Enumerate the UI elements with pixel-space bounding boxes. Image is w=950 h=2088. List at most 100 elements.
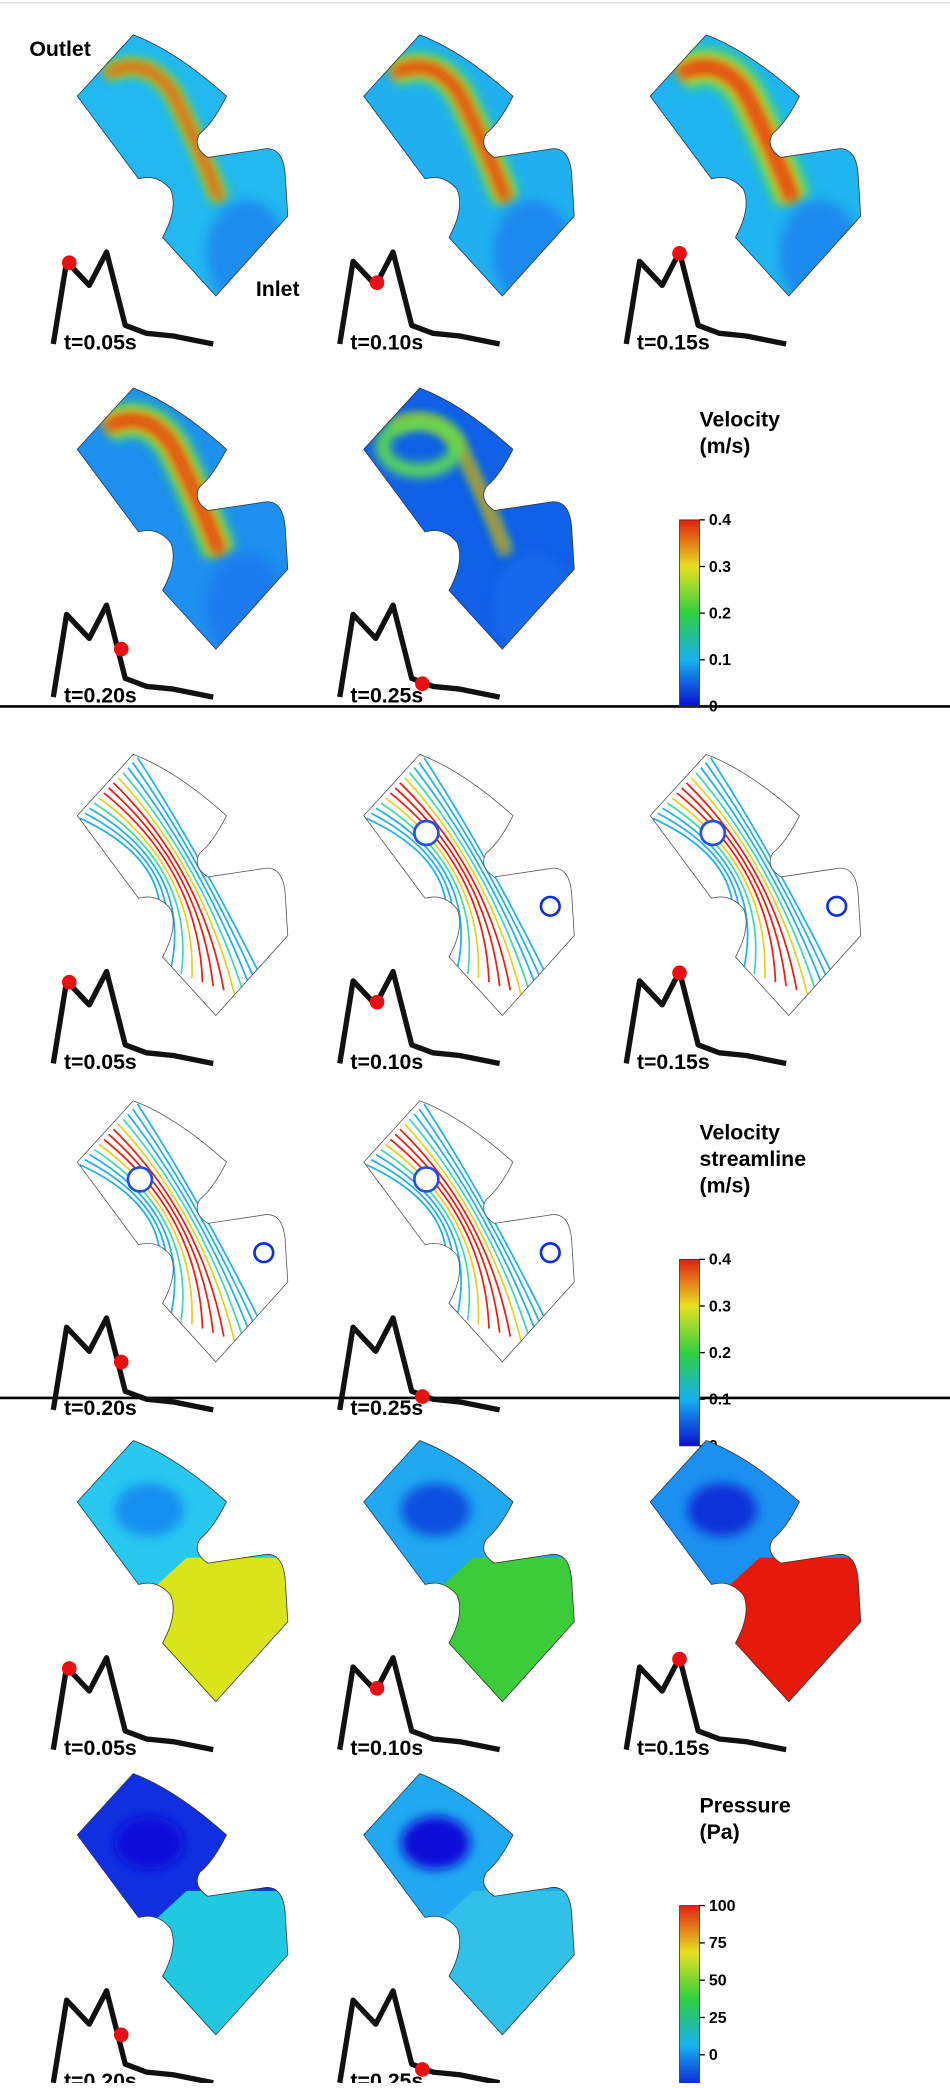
time-label: t=0.10s <box>350 1736 423 1760</box>
flow-outline <box>649 34 862 297</box>
frame: t=0.10s <box>337 1440 575 1760</box>
colorbar-tick-label: 0.3 <box>709 1298 731 1315</box>
time-label: t=0.15s <box>637 1050 710 1074</box>
frame: t=0.10s <box>337 753 575 1074</box>
time-label: t=0.05s <box>64 1050 137 1074</box>
phase-dot <box>672 246 687 261</box>
time-label: t=0.20s <box>64 683 137 707</box>
flow-outline <box>363 387 575 650</box>
waveform <box>623 968 787 1067</box>
time-label: t=0.25s <box>350 2069 423 2083</box>
waveform <box>337 1655 501 1753</box>
time-label: t=0.15s <box>637 1736 710 1760</box>
flow-outline <box>76 1100 289 1363</box>
inlet-label: Inlet <box>256 277 300 301</box>
frame: t=0.15s <box>623 34 862 354</box>
time-label: t=0.20s <box>64 1396 137 1420</box>
phase-dot <box>113 641 129 657</box>
phase-dot <box>61 255 77 271</box>
flow-field <box>77 1773 288 2035</box>
colorbar <box>679 519 700 707</box>
flow-field <box>363 754 575 1016</box>
time-label: t=0.20s <box>64 2069 137 2083</box>
waveform <box>337 602 501 700</box>
flow-field <box>363 387 575 650</box>
flow-field <box>77 754 288 1016</box>
frame: t=0.20s <box>50 1773 289 2088</box>
colorbar-tick-label: 0 <box>709 2047 718 2064</box>
flow-field <box>77 1440 288 1702</box>
frame: t=0.25s <box>337 1773 575 2088</box>
waveform <box>50 1988 214 2086</box>
waveform <box>337 1315 501 1413</box>
colorbar-tick-label: 0.2 <box>709 1345 731 1362</box>
outlet-label: Outlet <box>29 37 91 61</box>
time-label: t=0.25s <box>350 1396 423 1420</box>
colorbar-tick-label: 50 <box>709 1973 727 1990</box>
frame: t=0.20s <box>50 387 289 707</box>
waveform <box>337 249 501 347</box>
waveform <box>337 1988 501 2086</box>
flow-outline <box>649 1440 862 1703</box>
flow-outline <box>76 1773 289 2036</box>
flow-outline <box>76 34 289 297</box>
colorbar-tick-label: 25 <box>709 2010 727 2027</box>
colorbar-title: Pressure <box>700 1793 791 1817</box>
flow-field <box>363 1773 575 2035</box>
phase-dot <box>369 994 385 1010</box>
waveform <box>50 1315 214 1413</box>
frame: t=0.15s <box>623 1440 862 1760</box>
time-label: t=0.10s <box>350 330 423 354</box>
colorbar-tick-label: 0 <box>709 699 718 716</box>
waveform <box>337 968 501 1067</box>
frame: t=0.25s <box>337 1100 575 1420</box>
colorbar-tick-label: 0.2 <box>709 605 731 622</box>
time-label: t=0.05s <box>64 330 137 354</box>
colorbar-tick-label: 0.4 <box>709 512 731 529</box>
colorbar-title: streamline <box>700 1147 807 1171</box>
phase-dot <box>369 275 385 291</box>
frame: t=0.05s <box>50 753 289 1074</box>
frame: t=0.05s <box>50 1440 289 1760</box>
colorbar-title: (m/s) <box>700 1174 751 1198</box>
flow-outline <box>363 34 575 297</box>
colorbar-tick-label: 100 <box>709 1898 736 1915</box>
flow-field <box>77 387 288 650</box>
flow-outline <box>76 1440 289 1703</box>
phase-dot <box>61 1661 77 1676</box>
colorbar-tick-label: 0.3 <box>709 559 731 576</box>
colorbar <box>679 1905 700 2088</box>
colorbar-title: (m/s) <box>700 434 751 458</box>
colorbar-tick-label: 75 <box>709 1935 727 1952</box>
colorbar-title: (Pa) <box>700 1820 740 1844</box>
colorbar-tick-label: 0.1 <box>709 652 731 669</box>
flow-outline <box>363 753 575 1017</box>
flow-field <box>650 754 861 1016</box>
colorbar-title: Velocity <box>700 1120 781 1144</box>
colorbar <box>679 1258 700 1447</box>
phase-dot <box>415 1389 430 1404</box>
frame: t=0.10s <box>337 34 575 354</box>
waveform <box>50 602 214 700</box>
frame: t=0.20s <box>50 1100 289 1420</box>
flow-field <box>363 34 575 297</box>
time-label: t=0.15s <box>637 330 710 354</box>
time-label: t=0.25s <box>350 683 423 707</box>
colorbar-title: Velocity <box>700 408 781 432</box>
waveform <box>623 1655 787 1753</box>
flow-outline <box>363 1773 575 2036</box>
frame: t=0.15s <box>623 753 862 1074</box>
phase-dot <box>61 974 77 990</box>
phase-dot <box>415 676 430 692</box>
frame: t=0.25s <box>337 387 575 707</box>
flow-outline <box>76 753 289 1017</box>
waveform <box>623 249 787 347</box>
flow-field <box>650 1440 861 1702</box>
phase-dot <box>113 2027 129 2043</box>
flow-field <box>77 1100 288 1362</box>
phase-dot <box>672 965 687 981</box>
flow-outline <box>363 1440 575 1703</box>
flow-outline <box>649 753 862 1017</box>
